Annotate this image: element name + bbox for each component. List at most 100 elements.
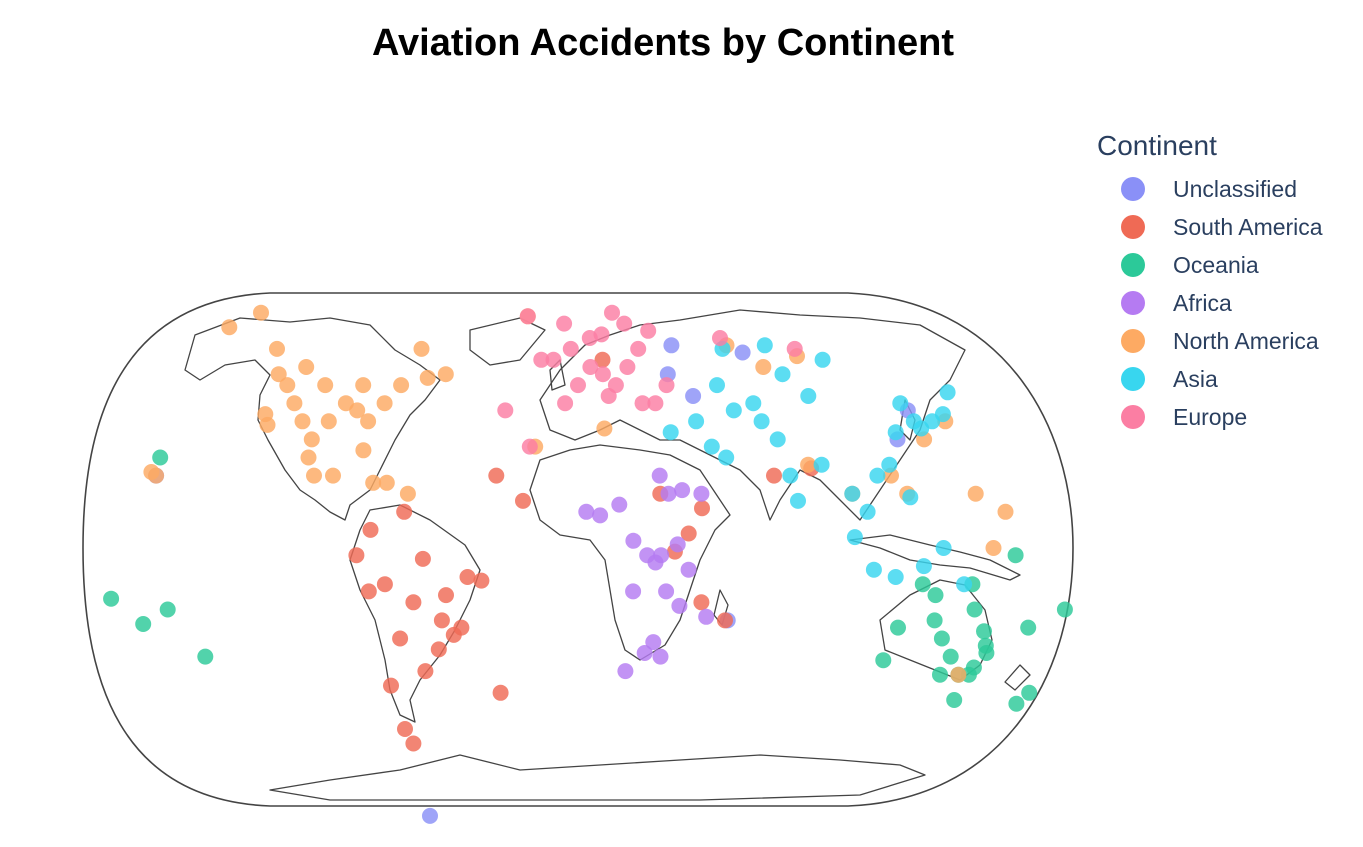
- accident-point[interactable]: [582, 359, 599, 375]
- accident-point[interactable]: [935, 540, 952, 556]
- accident-point[interactable]: [967, 485, 984, 502]
- accident-point[interactable]: [197, 648, 214, 665]
- accident-point[interactable]: [355, 442, 372, 459]
- accident-point[interactable]: [636, 645, 653, 661]
- accident-point[interactable]: [712, 330, 728, 346]
- accident-point[interactable]: [594, 366, 611, 383]
- accident-point[interactable]: [881, 456, 898, 473]
- accident-point[interactable]: [103, 590, 120, 607]
- accident-point[interactable]: [985, 540, 1002, 556]
- accident-point[interactable]: [662, 424, 679, 441]
- accident-point[interactable]: [383, 677, 399, 694]
- accident-point[interactable]: [902, 489, 919, 506]
- accident-point[interactable]: [756, 337, 773, 354]
- accident-point[interactable]: [640, 322, 657, 339]
- accident-point[interactable]: [459, 569, 476, 585]
- accident-point[interactable]: [966, 601, 983, 618]
- accident-point[interactable]: [365, 474, 382, 491]
- accident-point[interactable]: [844, 485, 861, 502]
- accident-point[interactable]: [417, 663, 434, 680]
- accident-point[interactable]: [956, 576, 973, 593]
- accident-point[interactable]: [148, 467, 165, 484]
- accident-point[interactable]: [717, 612, 733, 629]
- accident-point[interactable]: [653, 547, 670, 564]
- accident-point[interactable]: [846, 529, 863, 546]
- accident-point[interactable]: [1007, 547, 1024, 564]
- accident-point[interactable]: [669, 536, 686, 553]
- accident-point[interactable]: [688, 413, 705, 430]
- accident-point[interactable]: [939, 384, 956, 401]
- accident-point[interactable]: [978, 645, 995, 661]
- accident-point[interactable]: [875, 652, 892, 669]
- accident-point[interactable]: [680, 525, 697, 542]
- accident-point[interactable]: [1021, 684, 1038, 701]
- accident-point[interactable]: [279, 377, 296, 394]
- accident-point[interactable]: [355, 377, 372, 394]
- accident-point[interactable]: [660, 485, 677, 502]
- accident-point[interactable]: [298, 359, 315, 375]
- legend-item-asia[interactable]: Asia: [1097, 360, 1323, 398]
- legend-item-africa[interactable]: Africa: [1097, 284, 1323, 322]
- accident-point[interactable]: [303, 431, 320, 448]
- accident-point[interactable]: [685, 388, 702, 404]
- accident-point[interactable]: [915, 558, 932, 575]
- accident-point[interactable]: [562, 340, 579, 357]
- accident-point[interactable]: [488, 467, 505, 484]
- accident-point[interactable]: [570, 377, 586, 394]
- accident-point[interactable]: [253, 304, 269, 321]
- legend-item-north-america[interactable]: North America: [1097, 322, 1323, 360]
- accident-point[interactable]: [433, 612, 450, 629]
- accident-point[interactable]: [515, 492, 531, 509]
- accident-point[interactable]: [892, 395, 909, 412]
- accident-point[interactable]: [933, 630, 950, 647]
- accident-point[interactable]: [617, 663, 634, 680]
- legend-item-unclassified[interactable]: Unclassified: [1097, 170, 1323, 208]
- accident-point[interactable]: [320, 413, 337, 430]
- accident-point[interactable]: [703, 438, 720, 455]
- accident-point[interactable]: [946, 692, 963, 708]
- accident-point[interactable]: [698, 608, 715, 625]
- accident-point[interactable]: [362, 521, 379, 538]
- accident-point[interactable]: [616, 315, 633, 332]
- accident-point[interactable]: [745, 395, 762, 412]
- accident-point[interactable]: [521, 438, 538, 455]
- accident-point[interactable]: [766, 467, 782, 484]
- accident-point[interactable]: [1008, 695, 1025, 712]
- accident-point[interactable]: [578, 503, 595, 520]
- accident-point[interactable]: [647, 395, 664, 412]
- accident-point[interactable]: [294, 413, 311, 430]
- accident-point[interactable]: [152, 449, 169, 466]
- accident-point[interactable]: [607, 377, 624, 394]
- accident-point[interactable]: [422, 807, 438, 824]
- accident-point[interactable]: [438, 587, 454, 604]
- accident-point[interactable]: [360, 413, 377, 430]
- legend-item-south-america[interactable]: South America: [1097, 208, 1323, 246]
- accident-point[interactable]: [556, 315, 573, 332]
- accident-point[interactable]: [519, 308, 536, 325]
- accident-point[interactable]: [694, 500, 710, 517]
- accident-point[interactable]: [630, 340, 647, 357]
- accident-point[interactable]: [378, 474, 395, 491]
- accident-point[interactable]: [348, 547, 365, 564]
- accident-point[interactable]: [592, 507, 609, 524]
- accident-point[interactable]: [611, 496, 628, 513]
- accident-point[interactable]: [625, 532, 642, 549]
- accident-point[interactable]: [396, 503, 413, 520]
- accident-point[interactable]: [221, 319, 238, 336]
- accident-point[interactable]: [1056, 601, 1073, 618]
- accident-point[interactable]: [782, 467, 799, 484]
- accident-point[interactable]: [286, 395, 303, 412]
- accident-point[interactable]: [159, 601, 176, 618]
- accident-point[interactable]: [663, 337, 680, 354]
- accident-point[interactable]: [774, 366, 791, 383]
- accident-point[interactable]: [545, 351, 562, 368]
- accident-point[interactable]: [405, 735, 422, 752]
- accident-point[interactable]: [693, 485, 710, 502]
- legend-item-oceania[interactable]: Oceania: [1097, 246, 1323, 284]
- accident-point[interactable]: [658, 377, 675, 394]
- accident-point[interactable]: [709, 377, 725, 394]
- accident-point[interactable]: [814, 351, 831, 368]
- accident-point[interactable]: [652, 648, 669, 665]
- accident-point[interactable]: [1020, 619, 1037, 636]
- accident-point[interactable]: [997, 503, 1014, 520]
